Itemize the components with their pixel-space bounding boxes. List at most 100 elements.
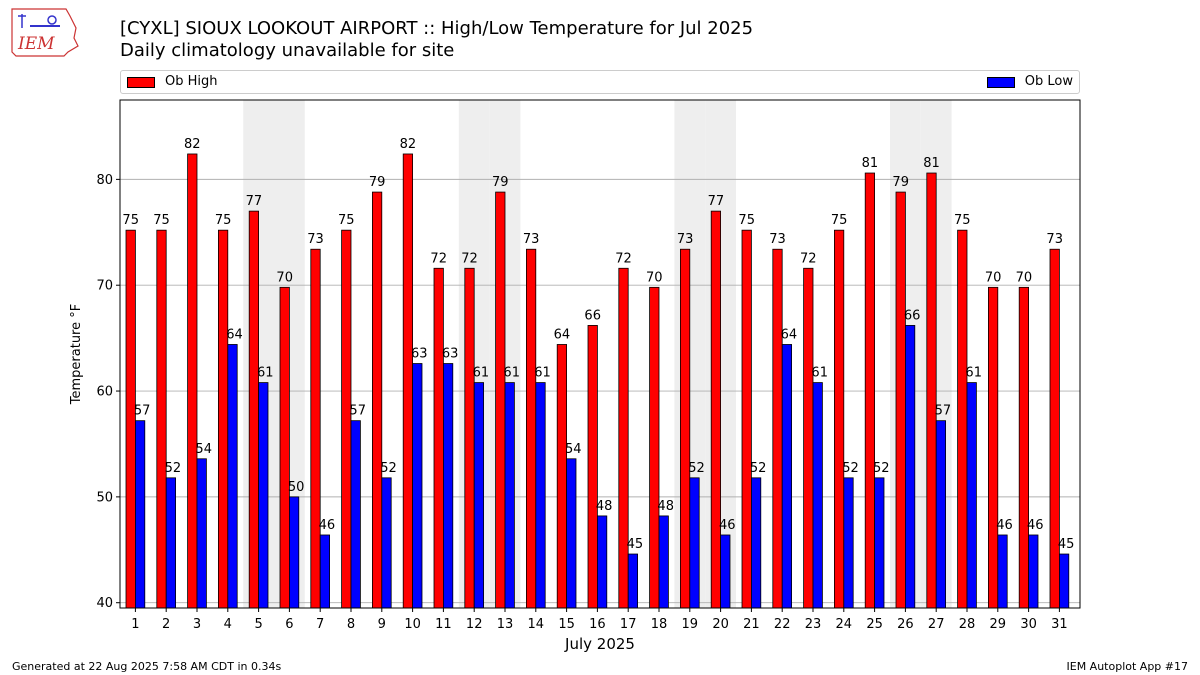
bar-low (1028, 534, 1039, 609)
data-label-low: 54 (195, 442, 212, 457)
y-tick-label: 80 (96, 173, 113, 188)
x-tick-label: 27 (928, 617, 945, 632)
chart-title: [CYXL] SIOUX LOOKOUT AIRPORT :: High/Low… (120, 18, 754, 39)
bar-high (834, 229, 845, 609)
x-tick-label: 10 (404, 617, 421, 632)
data-label-high: 75 (215, 213, 232, 228)
x-tick-label: 12 (466, 617, 483, 632)
legend-item-high: Ob High (127, 74, 218, 90)
bar-low (935, 420, 947, 609)
x-tick-label: 13 (497, 617, 514, 632)
x-axis: 1 2 3 4 5 6 7 8 9 10 11 12 13 14 15 16 17 18 19 20 21 22 23 24 2… (131, 608, 1068, 632)
bar-low (258, 382, 269, 609)
x-tick-label: 23 (805, 617, 822, 632)
data-label-low: 45 (627, 537, 644, 552)
data-label-high: 82 (400, 137, 417, 152)
bar-low (165, 477, 176, 609)
data-label-low: 57 (134, 404, 151, 419)
data-label-high: 73 (769, 232, 786, 247)
x-tick-label: 9 (378, 617, 386, 632)
bar-high (310, 248, 321, 609)
data-label-high: 72 (461, 251, 478, 266)
data-label-high: 70 (985, 270, 1002, 285)
x-tick-label: 1 (131, 617, 139, 632)
gridlines (120, 178, 1080, 604)
x-tick-label: 30 (1020, 617, 1037, 632)
x-tick-label: 28 (959, 617, 976, 632)
bar-high (402, 153, 414, 609)
bar-high (680, 248, 691, 609)
bar-low (196, 458, 207, 609)
x-tick-label: 8 (347, 617, 355, 632)
data-label-high: 77 (246, 194, 263, 209)
data-label-high: 70 (646, 270, 663, 285)
x-tick-label: 4 (224, 617, 232, 632)
x-tick-label: 18 (651, 617, 668, 632)
bar-high (1018, 286, 1030, 609)
data-label-high: 73 (523, 232, 540, 247)
x-tick-label: 2 (162, 617, 170, 632)
bar-low (905, 325, 916, 609)
x-tick-label: 14 (528, 617, 545, 632)
x-tick-label: 11 (435, 617, 452, 632)
data-label-low: 61 (965, 366, 982, 381)
bar-low (658, 515, 669, 609)
x-tick-label: 6 (285, 617, 293, 632)
data-label-high: 77 (708, 194, 725, 209)
data-label-low: 52 (688, 461, 705, 476)
bar-low (720, 534, 731, 609)
data-label-low: 48 (657, 499, 674, 514)
data-label-high: 73 (307, 232, 324, 247)
bar-high (341, 229, 352, 609)
data-label-high: 81 (923, 156, 940, 171)
data-label-high: 72 (615, 251, 632, 266)
x-axis-label: July 2025 (564, 635, 635, 653)
bar-low (751, 477, 762, 609)
x-tick-label: 20 (712, 617, 729, 632)
weekend-band (274, 100, 305, 608)
bar-low (535, 382, 546, 609)
bar-high (618, 267, 629, 609)
weekend-band (890, 100, 921, 608)
data-label-low: 61 (503, 366, 520, 381)
bar-high (125, 229, 136, 609)
bar-high (248, 210, 259, 609)
data-label-high: 75 (831, 213, 848, 228)
bar-high (864, 172, 876, 609)
bar-low (689, 477, 700, 609)
x-tick-label: 3 (193, 617, 201, 632)
data-label-low: 46 (719, 518, 736, 533)
x-tick-label: 19 (682, 617, 699, 632)
bar-high (371, 191, 383, 609)
y-tick-label: 50 (96, 490, 113, 505)
legend-label-low: Ob Low (1024, 74, 1073, 89)
x-tick-label: 7 (316, 617, 324, 632)
x-tick-label: 25 (866, 617, 883, 632)
data-label-low: 50 (288, 480, 305, 495)
x-tick-label: 31 (1051, 617, 1068, 632)
bar-high (495, 191, 506, 609)
data-label-high: 75 (153, 213, 170, 228)
weekend-band (489, 100, 521, 608)
plot-area-frame (119, 99, 1081, 609)
x-tick-label: 16 (589, 617, 606, 632)
x-tick-label: 15 (558, 617, 575, 632)
data-label-low: 57 (935, 404, 952, 419)
x-tick-label: 24 (836, 617, 853, 632)
footer-generated-text: Generated at 22 Aug 2025 7:58 AM CDT in … (12, 660, 282, 673)
data-label-low: 57 (349, 404, 366, 419)
logo-text: IEM (17, 34, 55, 54)
bar-low (843, 477, 854, 609)
data-label-low: 52 (842, 461, 859, 476)
data-label-low: 46 (319, 518, 336, 533)
data-label-low: 61 (811, 366, 828, 381)
bar-high (772, 248, 783, 609)
bar-low (627, 553, 639, 609)
bar-low (350, 420, 361, 609)
bar-high (556, 344, 568, 609)
bar-low (442, 363, 454, 609)
data-label-low: 63 (442, 347, 459, 362)
data-label-high: 81 (862, 156, 879, 171)
data-label-high: 72 (430, 251, 447, 266)
bar-high (988, 286, 999, 609)
